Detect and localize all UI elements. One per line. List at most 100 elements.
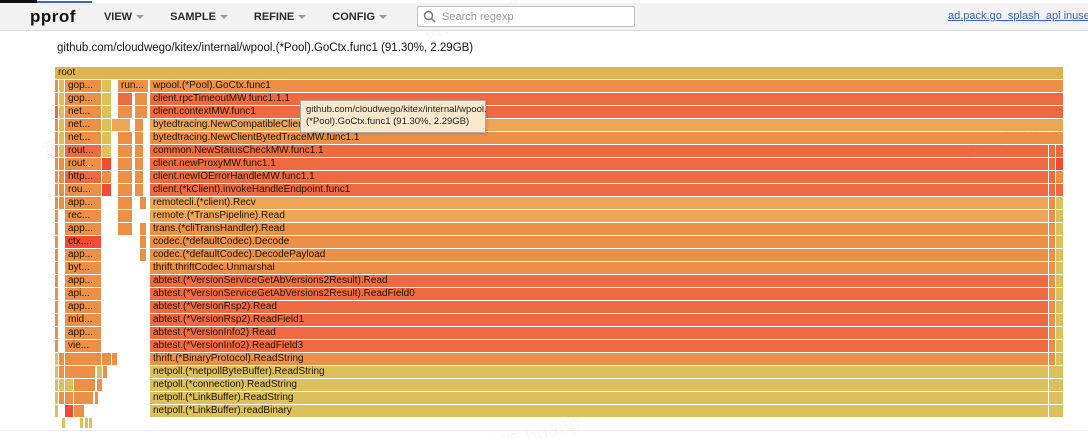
flame-frame[interactable]: netpoll.(*connection).ReadString xyxy=(150,379,1048,391)
flame-frame[interactable] xyxy=(118,197,132,209)
flame-frame[interactable] xyxy=(55,314,58,326)
menu-view[interactable]: VIEW xyxy=(104,11,145,23)
flame-frame[interactable] xyxy=(118,145,132,157)
flame-frame[interactable] xyxy=(102,93,111,105)
flame-frame[interactable] xyxy=(55,132,58,144)
flame-frame[interactable] xyxy=(59,93,64,105)
flame-frame[interactable]: client.contextMW.func1 xyxy=(150,106,1063,118)
flame-frame[interactable]: net... xyxy=(65,132,101,144)
flame-frame[interactable]: netpoll.(*netpollByteBuffer).ReadString xyxy=(150,366,1048,378)
flame-frame[interactable] xyxy=(55,119,58,131)
flame-frame[interactable] xyxy=(55,210,58,222)
flame-frame[interactable] xyxy=(1049,210,1055,222)
flame-frame[interactable] xyxy=(55,327,58,339)
flame-frame[interactable] xyxy=(59,184,64,196)
flame-frame[interactable] xyxy=(1056,314,1063,326)
flame-frame[interactable] xyxy=(55,379,58,391)
flame-frame[interactable] xyxy=(1056,301,1063,313)
flame-frame[interactable] xyxy=(59,353,64,365)
flame-frame[interactable] xyxy=(1049,340,1055,352)
flame-frame[interactable] xyxy=(102,80,111,92)
flame-frame[interactable] xyxy=(1049,288,1055,300)
flame-frame[interactable]: client.(*kClient).invokeHandleEndpoint.f… xyxy=(150,184,1048,196)
flame-frame[interactable] xyxy=(1056,249,1063,261)
flame-frame[interactable]: app... xyxy=(65,327,101,339)
flame-frame[interactable] xyxy=(59,392,64,404)
flame-frame[interactable] xyxy=(102,353,111,365)
flame-frame[interactable] xyxy=(1056,353,1063,365)
flame-frame[interactable] xyxy=(118,106,132,118)
flame-frame[interactable]: gop... xyxy=(65,93,101,105)
profile-link[interactable]: ad.pack.go_splash_api inuse_sp xyxy=(948,10,1088,22)
flame-frame[interactable] xyxy=(65,353,101,365)
flame-frame[interactable] xyxy=(65,379,73,391)
flame-frame[interactable] xyxy=(1049,405,1063,417)
flame-frame[interactable] xyxy=(62,418,65,428)
flame-frame[interactable]: app... xyxy=(65,249,101,261)
flame-frame[interactable] xyxy=(59,145,64,157)
flame-frame[interactable] xyxy=(102,184,111,196)
search-input[interactable] xyxy=(417,6,636,27)
flame-frame[interactable] xyxy=(1056,171,1063,183)
flame-frame[interactable] xyxy=(1056,288,1063,300)
flame-frame[interactable] xyxy=(102,171,111,183)
flame-frame[interactable] xyxy=(1056,327,1063,339)
flame-frame[interactable] xyxy=(55,288,58,300)
flame-frame[interactable] xyxy=(1049,379,1063,391)
flame-frame[interactable] xyxy=(140,236,146,248)
flame-frame[interactable] xyxy=(102,106,111,118)
flame-frame[interactable] xyxy=(1049,275,1055,287)
flame-frame[interactable] xyxy=(135,158,143,170)
flame-frame[interactable] xyxy=(55,249,58,261)
flame-frame[interactable]: common.NewStatusCheckMW.func1.1 xyxy=(150,145,1048,157)
flame-frame[interactable] xyxy=(55,93,58,105)
flame-frame[interactable]: root xyxy=(55,67,1063,79)
flame-frame[interactable] xyxy=(1056,236,1063,248)
flame-frame[interactable] xyxy=(74,405,84,417)
flame-frame[interactable]: gop... xyxy=(65,80,101,92)
flame-frame[interactable] xyxy=(55,236,58,248)
flame-frame[interactable] xyxy=(1056,197,1063,209)
flame-frame[interactable] xyxy=(1056,184,1063,196)
flame-frame[interactable]: abtest.(*VersionRsp2).ReadField1 xyxy=(150,314,1048,326)
flame-frame[interactable] xyxy=(118,93,132,105)
flame-frame[interactable] xyxy=(118,223,132,235)
menu-sample[interactable]: SAMPLE xyxy=(170,11,228,23)
flame-frame[interactable] xyxy=(102,132,111,144)
flame-frame[interactable] xyxy=(1049,236,1055,248)
flame-frame[interactable] xyxy=(135,106,147,118)
flame-frame[interactable] xyxy=(1049,171,1055,183)
flame-frame[interactable] xyxy=(59,158,64,170)
flame-frame[interactable] xyxy=(55,145,58,157)
menu-config[interactable]: CONFIG xyxy=(332,11,388,23)
flame-frame[interactable]: bytedtracing.NewClientBytedTraceMW.func1… xyxy=(150,132,1063,144)
flame-frame[interactable] xyxy=(74,379,95,391)
flame-frame[interactable]: client.rpcTimeoutMW.func1.1.1 xyxy=(150,93,1063,105)
flame-frame[interactable] xyxy=(118,171,132,183)
flame-frame[interactable] xyxy=(59,132,64,144)
flame-frame[interactable]: net... xyxy=(65,119,101,131)
flame-frame[interactable] xyxy=(1049,223,1055,235)
flame-frame[interactable] xyxy=(55,392,58,404)
flame-frame[interactable] xyxy=(80,418,83,428)
flame-frame[interactable] xyxy=(140,197,146,209)
flame-frame[interactable] xyxy=(1056,158,1063,170)
flame-frame[interactable] xyxy=(55,275,58,287)
flame-frame[interactable] xyxy=(135,132,143,144)
flame-frame[interactable] xyxy=(1056,145,1063,157)
flame-frame[interactable]: ctx.... xyxy=(65,236,101,248)
flame-frame[interactable] xyxy=(55,301,58,313)
flame-frame[interactable] xyxy=(55,340,58,352)
flame-frame[interactable]: abtest.(*VersionInfo2).ReadField3 xyxy=(150,340,1048,352)
flame-frame[interactable] xyxy=(65,366,95,378)
flame-frame[interactable] xyxy=(135,171,143,183)
flame-frame[interactable]: abtest.(*VersionServiceGetAbVersions2Res… xyxy=(150,275,1048,287)
flame-frame[interactable] xyxy=(140,223,146,235)
flame-frame[interactable] xyxy=(1049,327,1055,339)
flame-frame[interactable] xyxy=(1049,301,1055,313)
flame-frame[interactable] xyxy=(1049,184,1055,196)
flame-frame[interactable] xyxy=(55,106,58,118)
flame-frame[interactable] xyxy=(55,158,58,170)
flame-frame[interactable] xyxy=(1056,210,1063,222)
flame-frame[interactable] xyxy=(1056,275,1063,287)
